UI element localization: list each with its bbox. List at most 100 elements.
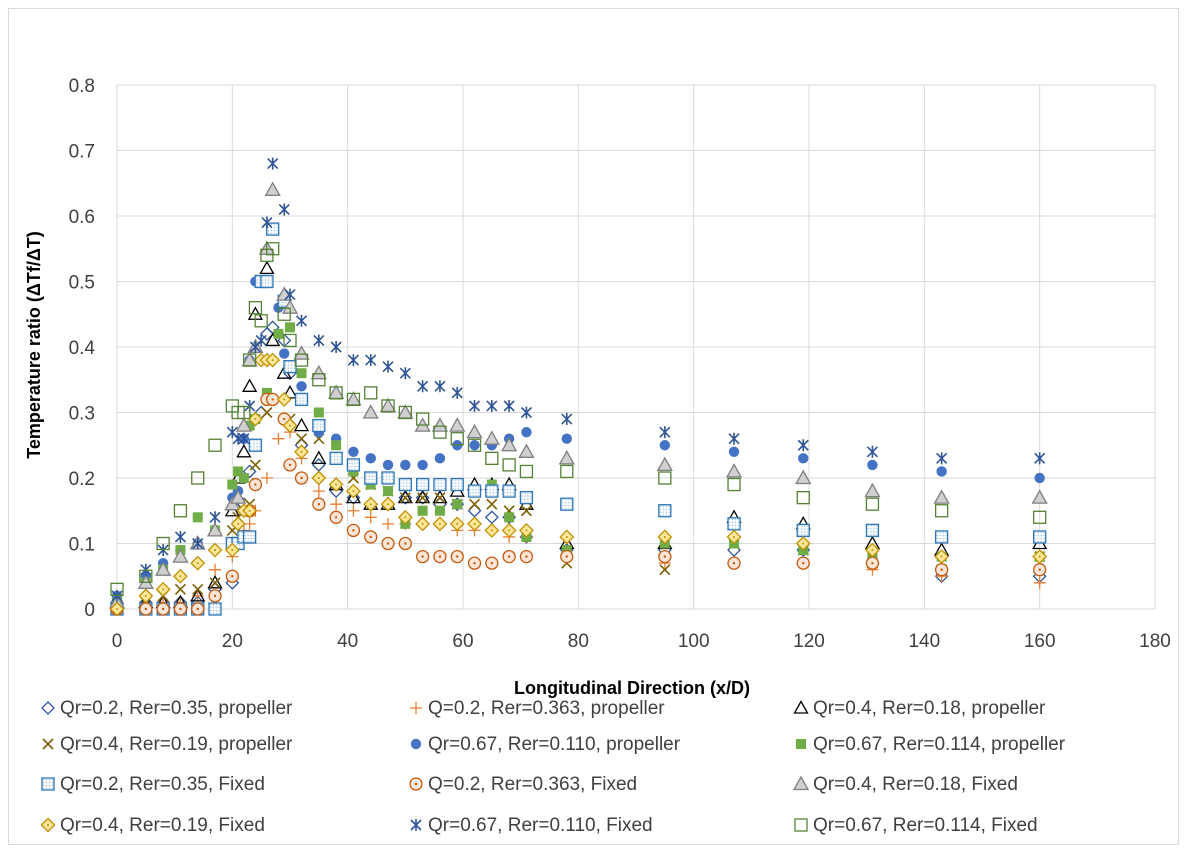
data-point [1033, 530, 1047, 544]
data-point [519, 549, 534, 564]
data-point [484, 510, 499, 525]
data-point [244, 420, 255, 431]
data-point [501, 436, 518, 452]
legend-item: Q=0.2, Rer=0.363, Fixed [409, 774, 637, 795]
data-point [659, 426, 671, 439]
data-point [243, 517, 256, 530]
data-point [238, 473, 249, 483]
data-point [312, 373, 326, 387]
data-point [484, 522, 500, 538]
y-tick-label: 0.4 [69, 338, 96, 359]
data-point [415, 489, 431, 504]
data-point [398, 477, 412, 492]
data-point [310, 364, 327, 380]
data-point [795, 469, 812, 485]
data-point [519, 464, 534, 479]
data-point [265, 332, 281, 347]
data-point [434, 380, 446, 393]
data-point [1033, 510, 1047, 524]
data-point [381, 536, 395, 551]
data-point [502, 458, 516, 472]
data-point [659, 440, 671, 451]
data-point [362, 404, 379, 419]
data-point [796, 523, 810, 538]
data-point [798, 453, 809, 464]
data-point [276, 391, 292, 407]
data-point [156, 536, 170, 551]
data-point [329, 386, 343, 400]
data-point [233, 466, 244, 477]
data-point [518, 443, 535, 458]
legend-label: Q=0.2, Rer=0.363, propeller [428, 698, 665, 719]
data-point [248, 477, 263, 492]
data-point [432, 489, 448, 504]
data-point [238, 432, 250, 445]
data-point [486, 399, 498, 412]
data-point [434, 505, 445, 516]
x-tick-label: 180 [1139, 631, 1171, 652]
x-tick-label: 0 [112, 631, 123, 652]
data-point [561, 413, 573, 426]
data-point [345, 489, 362, 504]
data-point [397, 489, 413, 504]
data-point [397, 509, 413, 525]
data-point [797, 439, 809, 452]
data-point [237, 405, 251, 420]
data-point [398, 490, 413, 505]
data-point [726, 529, 742, 545]
data-point [242, 530, 257, 544]
data-point [363, 496, 379, 512]
data-point [1034, 472, 1045, 484]
legend-label: Qr=0.4, Rer=0.18, propeller [813, 698, 1046, 719]
legend-item: Qr=0.67, Rer=0.114, propeller [796, 734, 1066, 755]
data-point [502, 484, 516, 498]
data-point [273, 328, 284, 339]
data-point [279, 348, 290, 359]
data-point [934, 549, 950, 565]
data-point [503, 399, 515, 412]
data-point [294, 353, 309, 367]
data-point [864, 482, 881, 498]
data-point [331, 440, 342, 451]
legend-marker [410, 702, 422, 714]
data-point [658, 504, 672, 518]
legend-label: Qr=0.4, Rer=0.18, Fixed [813, 774, 1018, 795]
data-point [433, 549, 447, 564]
data-point [796, 556, 810, 570]
data-point [450, 432, 464, 446]
data-point [249, 459, 261, 471]
legend-item: Qr=0.4, Rer=0.19, Fixed [40, 815, 265, 836]
data-point [467, 438, 482, 452]
data-point [417, 459, 428, 471]
data-point [313, 334, 325, 347]
data-point [192, 537, 204, 550]
data-point [560, 549, 574, 564]
data-point [138, 588, 154, 604]
data-point [433, 477, 447, 492]
data-point [936, 452, 948, 465]
data-point [346, 483, 361, 499]
data-point [560, 464, 574, 479]
data-point [434, 453, 446, 464]
data-point [278, 203, 290, 216]
data-point [656, 456, 673, 472]
data-point [398, 405, 412, 420]
data-point [209, 577, 221, 589]
data-point [348, 446, 359, 457]
legend-label: Qr=0.67, Rer=0.110, Fixed [428, 815, 653, 836]
data-point [486, 498, 498, 510]
data-point [260, 472, 273, 484]
legend-item: Qr=0.67, Rer=0.110, propeller [410, 734, 681, 755]
series-9 [108, 181, 1048, 609]
data-point [1033, 563, 1047, 577]
data-point [467, 484, 482, 498]
data-point [347, 354, 359, 367]
y-tick-label: 0 [84, 600, 95, 621]
data-point [520, 406, 532, 419]
data-point [255, 334, 267, 347]
data-point [236, 443, 252, 458]
data-point [242, 464, 257, 479]
data-point [328, 477, 344, 492]
data-point [659, 564, 671, 576]
data-point [866, 445, 878, 458]
